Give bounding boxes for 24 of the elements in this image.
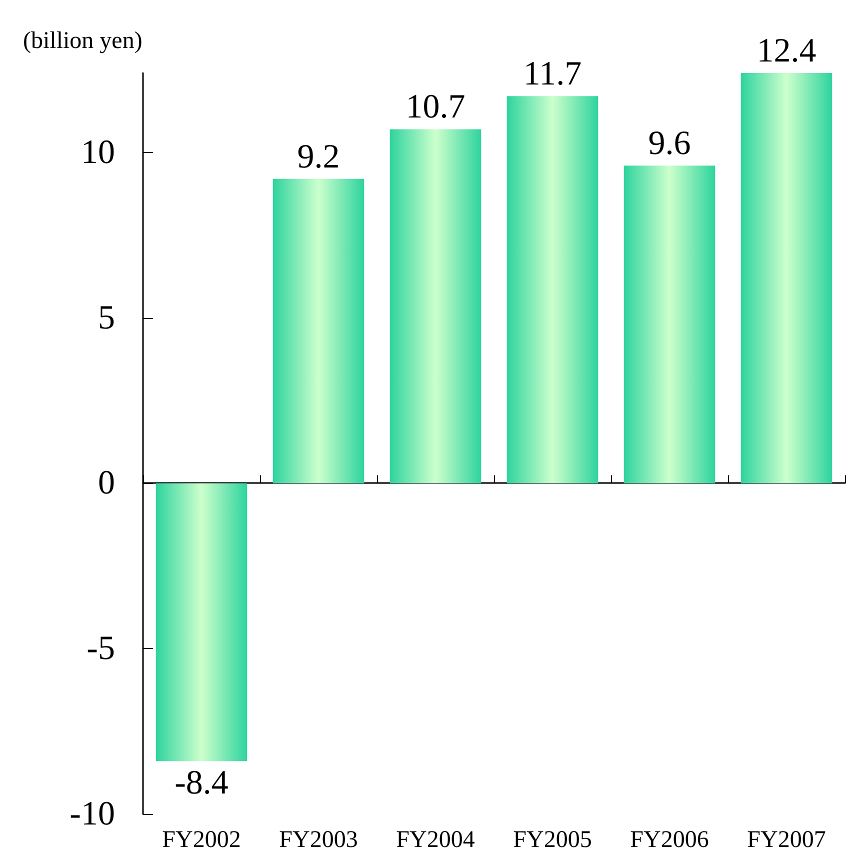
data-label: 9.2 (297, 138, 340, 176)
bar (624, 166, 716, 484)
x-tick-label: FY2003 (279, 827, 358, 853)
data-label: 9.6 (648, 125, 691, 162)
x-tick-label: FY2006 (630, 827, 709, 853)
x-tick-label: FY2005 (513, 827, 592, 853)
y-axis-title: (billion yen) (23, 28, 142, 54)
y-tick-label: -10 (70, 796, 115, 832)
y-tick-label: -5 (86, 630, 115, 668)
data-label: 11.7 (523, 56, 582, 93)
y-tick-label: 5 (98, 299, 115, 336)
x-tick-label: FY2007 (747, 827, 826, 853)
y-tick-label: 0 (98, 464, 115, 502)
bar (156, 483, 248, 762)
bar (740, 73, 832, 484)
bar (506, 96, 598, 484)
data-label: 12.4 (756, 32, 816, 70)
x-tick-label: FY2004 (396, 827, 475, 853)
data-label: -8.4 (174, 764, 228, 802)
data-label: 10.7 (406, 88, 466, 126)
bar (390, 129, 482, 484)
x-tick-label: FY2002 (162, 827, 241, 853)
bar (272, 178, 364, 484)
y-tick-label: 10 (81, 134, 115, 171)
